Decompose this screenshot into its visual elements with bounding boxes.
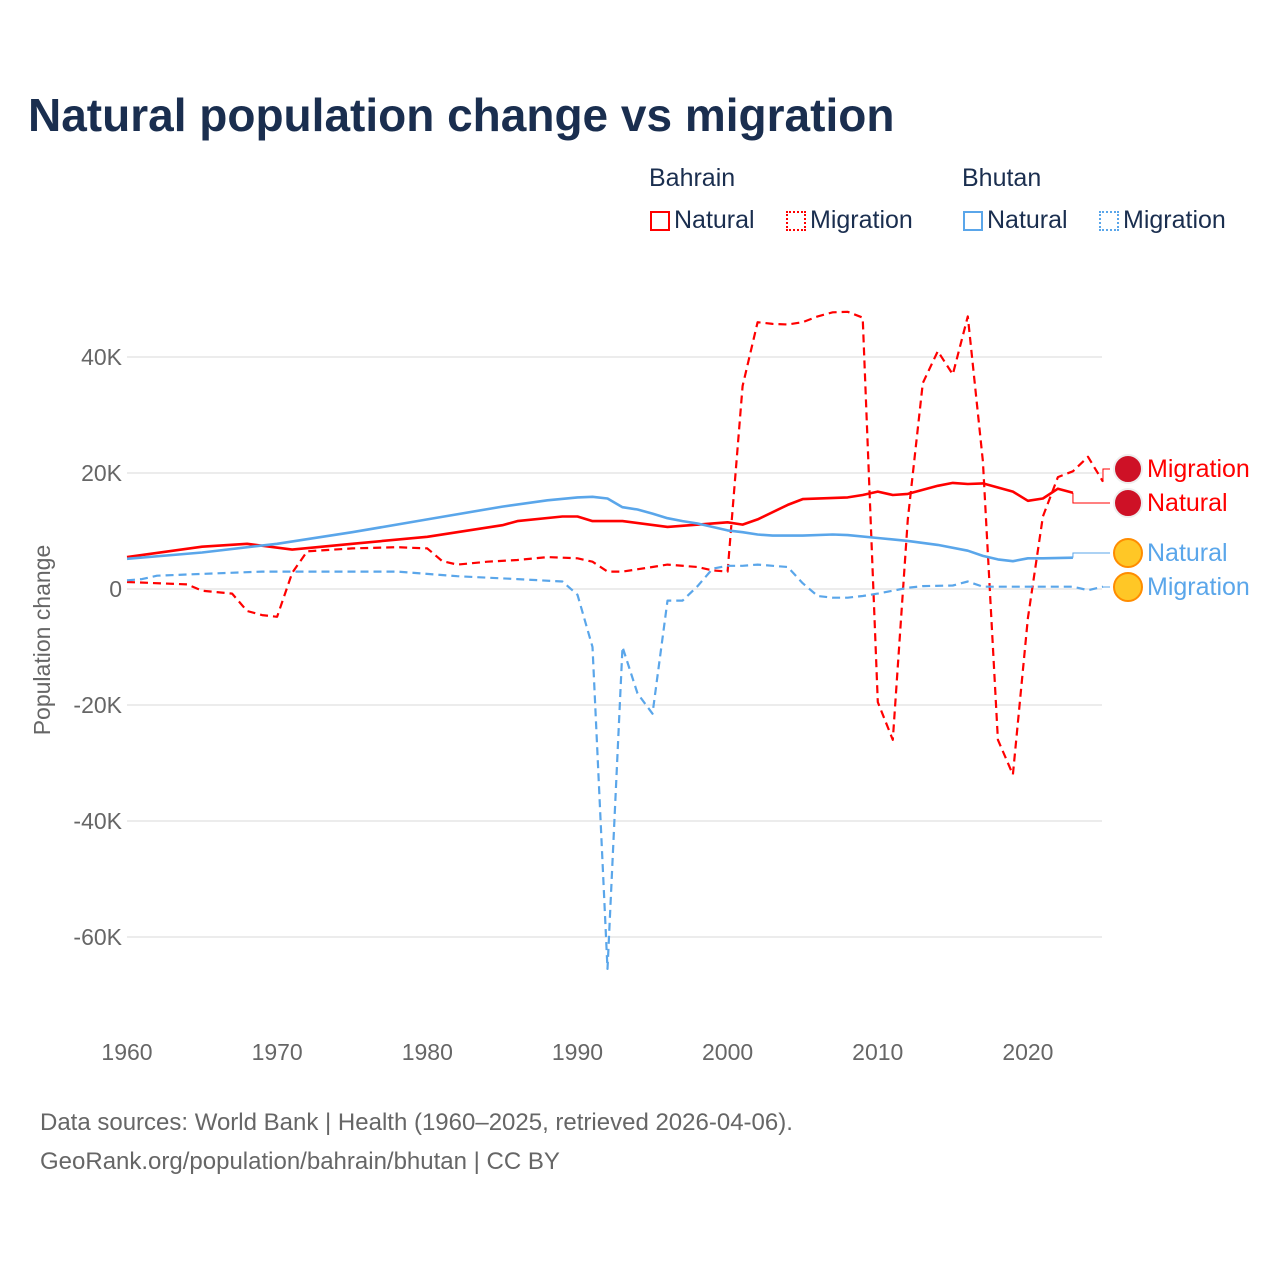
bahrain-flag-icon bbox=[1113, 488, 1143, 518]
bahrain-flag-icon bbox=[1113, 454, 1143, 484]
y-tick-label: 0 bbox=[109, 576, 122, 602]
y-tick-label: -20K bbox=[73, 692, 122, 718]
legend-group-bahrain: Bahrain bbox=[649, 164, 736, 192]
x-tick-label: 2000 bbox=[702, 1039, 753, 1065]
legend-bahrain-natural[interactable]: Natural bbox=[650, 206, 755, 235]
series-end-label: Natural bbox=[1147, 539, 1228, 567]
footer-sources: Data sources: World Bank | Health (1960–… bbox=[40, 1109, 793, 1136]
x-tick-label: 2020 bbox=[1002, 1039, 1053, 1065]
x-tick-label: 1970 bbox=[252, 1039, 303, 1065]
legend-bhutan-natural[interactable]: Natural bbox=[963, 206, 1068, 235]
y-tick-label: -40K bbox=[73, 808, 122, 834]
legend-swatch-solid bbox=[650, 211, 670, 231]
label-connector bbox=[1102, 468, 1110, 482]
x-tick-label: 1990 bbox=[552, 1039, 603, 1065]
y-tick-label: -60K bbox=[73, 924, 122, 950]
series-line-bhutan-natural bbox=[126, 495, 1073, 563]
series-line-bahrain-natural bbox=[126, 481, 1074, 559]
x-tick-label: 1960 bbox=[101, 1039, 152, 1065]
legend-bahrain-migration[interactable]: Migration bbox=[786, 206, 913, 235]
legend-bhutan-migration[interactable]: Migration bbox=[1099, 206, 1226, 235]
y-axis-label: Population change bbox=[29, 545, 55, 736]
legend-swatch-dotted bbox=[1099, 211, 1119, 231]
y-tick-label: 40K bbox=[81, 344, 123, 370]
legend-swatch-solid bbox=[963, 211, 983, 231]
series-line-bhutan-migration bbox=[126, 563, 1104, 971]
label-connector bbox=[1072, 492, 1110, 504]
x-tick-label: 2010 bbox=[852, 1039, 903, 1065]
legend-group-bhutan: Bhutan bbox=[962, 164, 1042, 192]
x-tick-label: 1980 bbox=[402, 1039, 453, 1065]
series-end-label: Migration bbox=[1147, 455, 1250, 483]
label-connector bbox=[1072, 552, 1110, 558]
chart-title: Natural population change vs migration bbox=[28, 89, 895, 141]
y-tick-label: 20K bbox=[81, 460, 123, 486]
series-end-label: Migration bbox=[1147, 573, 1250, 601]
series-line-bahrain-migration bbox=[126, 310, 1104, 776]
legend-swatch-dotted bbox=[786, 211, 806, 231]
bhutan-flag-icon bbox=[1113, 538, 1143, 568]
bhutan-flag-icon bbox=[1113, 572, 1143, 602]
footer-credit: GeoRank.org/population/bahrain/bhutan | … bbox=[40, 1148, 560, 1175]
series-end-label: Natural bbox=[1147, 489, 1228, 517]
